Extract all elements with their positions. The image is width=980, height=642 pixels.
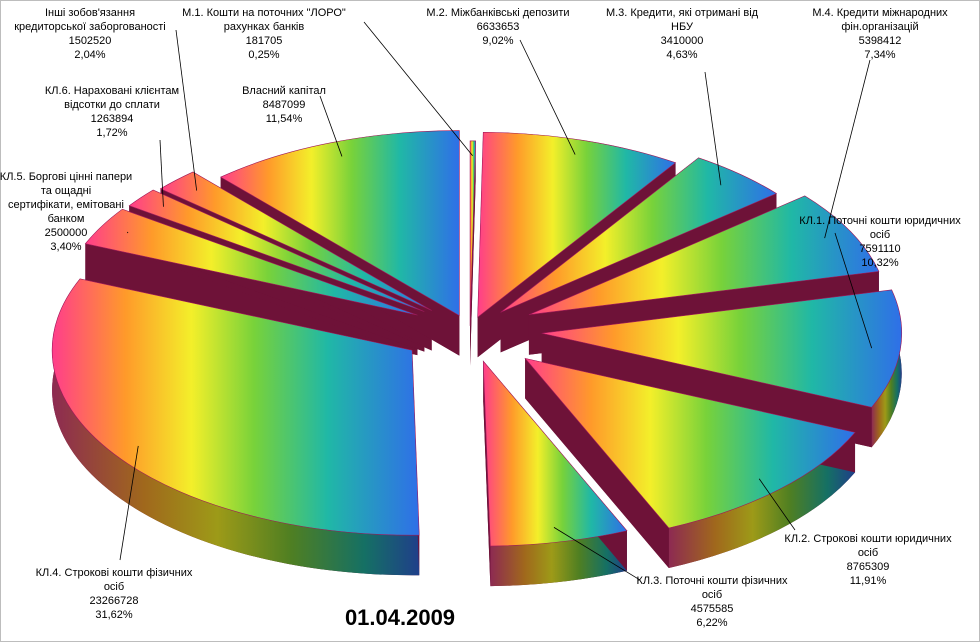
slice-wall-kl4 — [52, 278, 420, 576]
data-label-other: Інші зобов'язання кредиторської заборгова… — [0, 6, 190, 62]
data-label-name-line: Власний капітал — [242, 85, 326, 97]
data-label-value: 181705 — [245, 35, 283, 47]
data-label-value: 3410000 — [660, 35, 704, 47]
slice-edge-kl2-1 — [525, 358, 669, 568]
leader-line-m3 — [704, 71, 722, 186]
slice-kl1 — [541, 289, 902, 408]
slice-kl4 — [51, 278, 420, 536]
data-label-name-line: КЛ.1. Поточні кошти юридичних — [799, 215, 961, 227]
slice-m2 — [477, 131, 677, 318]
data-label-percent: 1,72% — [96, 127, 128, 139]
data-label-name-line: НБУ — [671, 21, 693, 33]
leader-line-kl4 — [119, 445, 139, 561]
data-label-percent: 0,25% — [248, 49, 280, 61]
data-label-name-line: банком — [47, 213, 85, 225]
slice-other — [159, 171, 432, 311]
slice-kl5 — [84, 208, 418, 316]
data-label-name-line: КЛ.5. Боргові цінні папери — [0, 171, 133, 183]
data-label-name-line: КЛ.6. Нараховані клієнтам — [44, 85, 180, 97]
slice-edge-kl5-0 — [85, 243, 418, 356]
data-label-percent: 10,32% — [861, 257, 899, 269]
data-label-value: 1263894 — [90, 113, 134, 125]
data-label-name-line: М.4. Кредити міжнародних — [812, 7, 948, 19]
data-label-name-line: та ощадні — [40, 185, 92, 197]
data-label-kl1: КЛ.1. Поточні кошти юридичних осіб 7591110… — [780, 214, 980, 270]
data-label-kl4: КЛ.4. Строкові кошти фізичних осіб 2326672… — [14, 566, 214, 622]
data-label-value: 6633653 — [476, 21, 520, 33]
leader-line-kl2 — [758, 478, 796, 531]
data-label-m1: М.1. Кошти на поточних "ЛОРО" рахунках ба… — [164, 6, 364, 62]
leader-line-m1 — [363, 21, 473, 156]
slice-edge-kl3-1 — [483, 361, 491, 587]
data-label-name-line: осіб — [869, 229, 891, 241]
data-label-m2: М.2. Міжбанківські депозити 6633653 9,02% — [398, 6, 598, 48]
data-label-name-line: осіб — [701, 589, 723, 601]
slice-wall-kl2 — [668, 432, 856, 568]
data-label-value: 2500000 — [44, 227, 88, 239]
data-label-capital: Власний капітал 8487099 11,54% — [184, 84, 384, 126]
data-label-percent: 2,04% — [74, 49, 106, 61]
leader-line-kl6 — [159, 139, 164, 207]
data-label-name-line: М.3. Кредити, які отримані від — [605, 7, 759, 19]
data-label-name-line: осіб — [103, 581, 125, 593]
data-label-value: 4575585 — [690, 603, 734, 615]
slice-m4 — [528, 195, 880, 316]
data-label-value: 7591110 — [859, 243, 901, 255]
data-label-percent: 6,22% — [696, 617, 728, 629]
slice-capital — [220, 130, 460, 317]
slice-wall-kl3 — [490, 530, 627, 587]
data-label-name-line: М.2. Міжбанківські депозити — [426, 7, 570, 19]
data-label-value: 1502520 — [68, 35, 112, 47]
leader-line-kl5 — [126, 231, 129, 234]
data-label-percent: 4,63% — [666, 49, 698, 61]
data-label-name-line: КЛ.2. Строкові кошти юридичних — [784, 533, 952, 545]
data-label-value: 23266728 — [89, 595, 139, 607]
leader-line-other — [175, 29, 198, 191]
leader-line-capital — [319, 95, 343, 157]
data-label-name-line: відсотки до сплати — [64, 99, 160, 111]
data-label-percent: 31,62% — [95, 609, 133, 621]
slice-kl6 — [128, 189, 425, 312]
leader-line-m4 — [824, 59, 871, 239]
data-label-m4: М.4. Кредити міжнародних фін.організацій 5… — [780, 6, 980, 62]
data-label-percent: 3,40% — [50, 241, 82, 253]
data-label-name-line: кредиторської заборгованості — [14, 21, 166, 33]
data-label-value: 8487099 — [262, 99, 306, 111]
data-label-percent: 9,02% — [482, 35, 514, 47]
data-label-name-line: сертифікати, емітовані — [8, 199, 124, 211]
leader-line-kl1 — [834, 232, 873, 349]
slice-m1 — [469, 140, 476, 326]
data-label-name-line: М.1. Кошти на поточних "ЛОРО" — [182, 7, 346, 19]
data-label-value: 5398412 — [858, 35, 902, 47]
leader-line-kl3 — [553, 527, 641, 581]
data-label-name-line: КЛ.3. Поточні кошти фізичних — [636, 575, 788, 587]
data-label-name-line: фін.організацій — [841, 21, 919, 33]
data-label-name-line: осіб — [857, 547, 879, 559]
data-label-kl2: КЛ.2. Строкові кошти юридичних осіб 876530… — [768, 532, 968, 588]
data-label-value: 8765309 — [846, 561, 890, 573]
data-label-percent: 11,54% — [265, 113, 303, 125]
data-label-percent: 7,34% — [864, 49, 896, 61]
slice-kl3 — [482, 360, 628, 547]
data-label-name-line: Інші зобов'язання — [44, 7, 136, 19]
slice-edge-m1-1 — [470, 140, 476, 366]
chart-title: 01.04.2009 — [344, 605, 456, 630]
data-label-kl6: КЛ.6. Нараховані клієнтам відсотки до спл… — [12, 84, 212, 140]
slice-m3 — [500, 157, 778, 313]
data-label-name-line: КЛ.4. Строкові кошти фізичних — [35, 567, 193, 579]
data-label-kl3: КЛ.3. Поточні кошти фізичних осіб 4575585 6… — [612, 574, 812, 630]
data-label-percent: 11,91% — [849, 575, 887, 587]
leader-line-m2 — [519, 39, 576, 155]
data-label-name-line: рахунках банків — [223, 21, 305, 33]
slice-kl2 — [524, 357, 856, 529]
data-label-m3: М.3. Кредити, які отримані від НБУ 3410000… — [582, 6, 782, 62]
data-label-kl5: КЛ.5. Боргові цінні папери та ощадні серти… — [0, 170, 166, 254]
